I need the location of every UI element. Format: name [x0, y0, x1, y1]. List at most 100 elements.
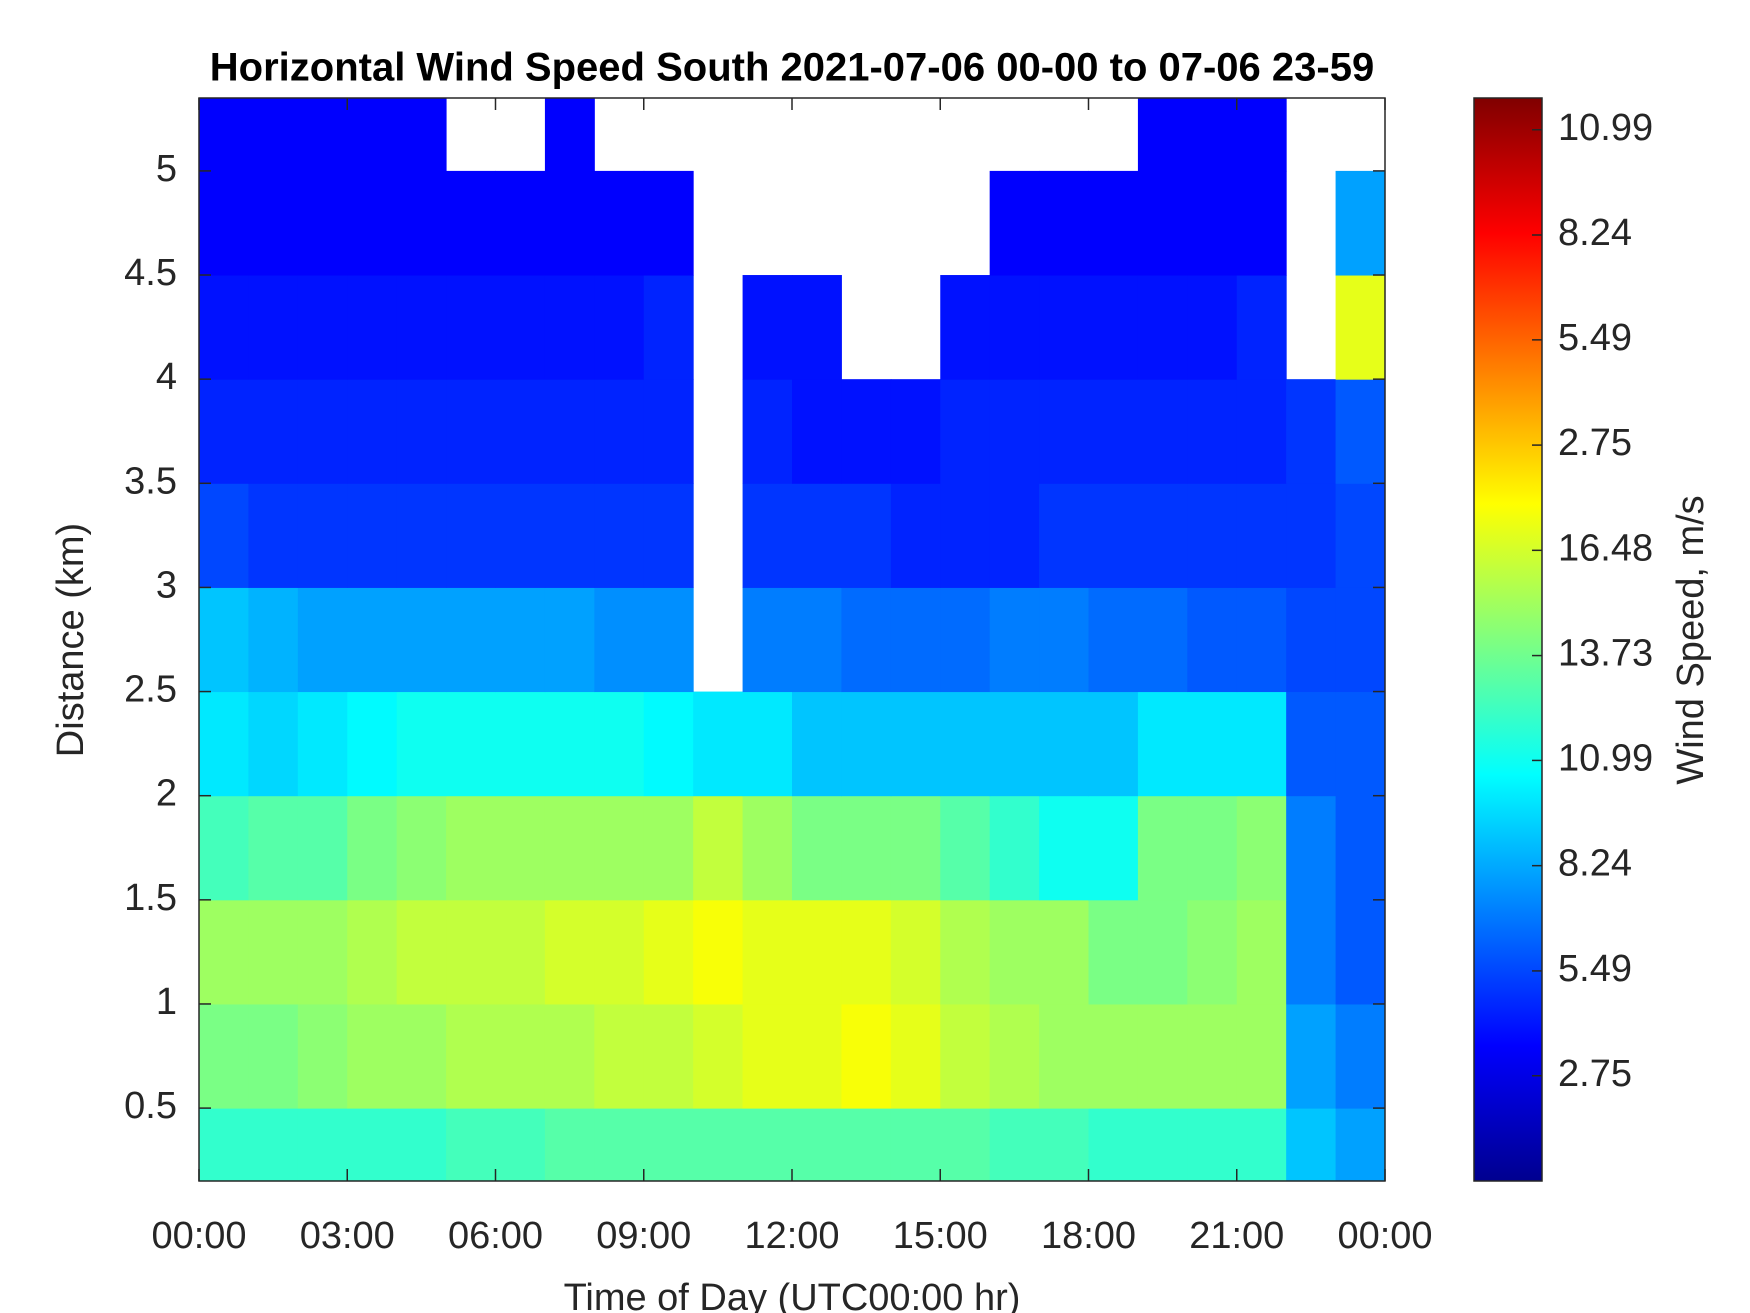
- heat-cell: [940, 587, 991, 693]
- heat-cell: [693, 691, 744, 797]
- heat-cell: [841, 691, 892, 797]
- heat-cell: [544, 483, 595, 588]
- heat-cell: [940, 899, 991, 1005]
- heat-cell: [693, 1108, 744, 1181]
- x-tick-label: 00:00: [1337, 1215, 1432, 1257]
- x-tick-label: 09:00: [596, 1215, 691, 1257]
- heat-cell: [693, 899, 744, 1005]
- heat-cell: [1137, 691, 1188, 797]
- heat-cell: [1137, 899, 1188, 1005]
- heat-cell: [544, 1003, 595, 1109]
- heat-cell: [347, 98, 398, 172]
- heat-cell: [1236, 795, 1287, 901]
- heat-cell: [792, 1003, 842, 1109]
- heat-cell: [495, 899, 546, 1005]
- colorbar: [1473, 97, 1543, 1182]
- heat-cell: [297, 691, 348, 797]
- heat-cell: [347, 1108, 398, 1181]
- colorbar-label: Wind Speed, m/s: [1670, 495, 1712, 784]
- heat-cell: [792, 899, 842, 1005]
- heat-cell: [544, 170, 595, 276]
- heat-cell: [841, 483, 892, 588]
- heat-cell: [248, 379, 299, 484]
- heat-cell: [495, 1003, 546, 1109]
- heat-cell: [989, 795, 1040, 901]
- heat-cell: [199, 379, 249, 484]
- heat-cell: [594, 691, 645, 797]
- heat-cell: [940, 1003, 991, 1109]
- y-tick-label: 4: [156, 356, 177, 398]
- heat-cell: [347, 795, 398, 901]
- heat-cell: [1088, 1003, 1139, 1109]
- heat-cell: [297, 795, 348, 901]
- heat-cell: [1187, 691, 1238, 797]
- heat-cell: [396, 379, 447, 484]
- heat-cell: [297, 899, 348, 1005]
- heat-cell: [297, 170, 348, 276]
- heat-cell: [199, 483, 249, 588]
- heat-cell: [1137, 1108, 1188, 1181]
- heat-cell: [396, 899, 447, 1005]
- heat-cell: [1187, 587, 1238, 693]
- heat-cell: [1039, 795, 1089, 901]
- heat-cell: [446, 899, 496, 1005]
- heat-cell: [347, 483, 398, 588]
- heat-cell: [1039, 1003, 1089, 1109]
- heat-cell: [297, 587, 348, 693]
- heat-cell: [841, 1003, 892, 1109]
- heat-cell: [347, 379, 398, 484]
- heat-cell: [940, 795, 991, 901]
- heat-cell: [199, 795, 249, 901]
- heat-cell: [890, 691, 941, 797]
- heat-cell: [594, 795, 645, 901]
- y-axis-label: Distance (km): [50, 523, 92, 757]
- heat-cell: [940, 379, 991, 484]
- heat-cell: [792, 275, 842, 380]
- heat-cell: [1088, 587, 1139, 693]
- heat-cell: [1137, 587, 1188, 693]
- heat-cell: [989, 379, 1040, 484]
- heat-cell: [1039, 1108, 1089, 1181]
- heat-cell: [396, 587, 447, 693]
- heat-cell: [841, 1108, 892, 1181]
- heat-cell: [1335, 379, 1385, 484]
- heat-cell: [742, 483, 793, 588]
- heat-cell: [792, 1108, 842, 1181]
- heat-cell: [643, 1003, 694, 1109]
- x-tick-label: 21:00: [1189, 1215, 1284, 1257]
- heat-cell: [890, 899, 941, 1005]
- heat-cell: [594, 587, 645, 693]
- heat-cell: [1335, 1003, 1385, 1109]
- heat-cell: [446, 275, 496, 380]
- heat-cell: [1187, 379, 1238, 484]
- heat-cell: [1236, 379, 1287, 484]
- heat-cell: [841, 795, 892, 901]
- heat-cell: [446, 691, 496, 797]
- heat-cell: [396, 275, 447, 380]
- y-tick-label: 2: [156, 773, 177, 815]
- heat-cell: [890, 483, 941, 588]
- heat-cell: [1286, 899, 1337, 1005]
- heat-cell: [643, 170, 694, 276]
- heat-cell: [940, 691, 991, 797]
- heat-cell: [643, 275, 694, 380]
- heat-cell: [1286, 483, 1337, 588]
- heat-cell: [495, 795, 546, 901]
- x-tick-label: 18:00: [1041, 1215, 1136, 1257]
- heat-cell: [297, 1003, 348, 1109]
- heat-cell: [989, 1108, 1040, 1181]
- heat-cell: [1039, 275, 1089, 380]
- heat-cell: [248, 483, 299, 588]
- heat-cell: [544, 899, 595, 1005]
- heat-cell: [643, 587, 694, 693]
- heat-cell: [544, 379, 595, 484]
- heat-cell: [890, 379, 941, 484]
- heat-cell: [1286, 379, 1337, 484]
- colorbar-tick-label: 5.49: [1558, 948, 1632, 990]
- x-tick-label: 12:00: [744, 1215, 839, 1257]
- heat-cell: [1335, 899, 1385, 1005]
- heat-cell: [1335, 587, 1385, 693]
- heat-cell: [347, 1003, 398, 1109]
- heat-cell: [248, 691, 299, 797]
- heat-cell: [1335, 170, 1385, 276]
